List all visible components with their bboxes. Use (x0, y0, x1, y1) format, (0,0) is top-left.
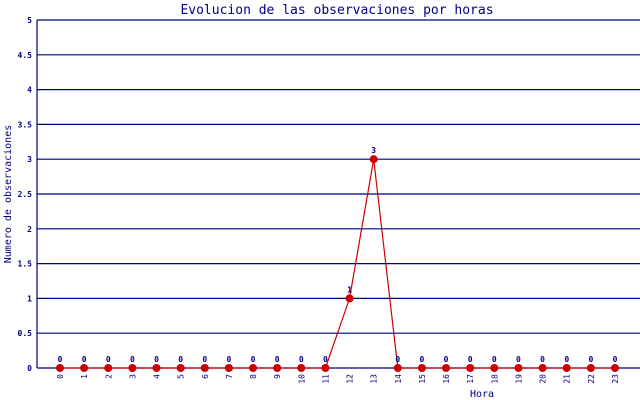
data-point (490, 364, 499, 372)
x-tick-label: 22 (587, 374, 596, 384)
x-tick-label: 9 (273, 374, 282, 379)
data-point (586, 364, 595, 372)
data-point (417, 364, 426, 372)
y-tick-label: 4.5 (18, 51, 33, 60)
data-label: 0 (226, 355, 231, 364)
x-tick-label: 21 (563, 374, 572, 384)
data-label: 0 (323, 355, 328, 364)
data-point (345, 294, 354, 303)
data-label: 1 (347, 285, 352, 294)
data-label: 0 (251, 355, 256, 364)
data-label: 0 (613, 355, 618, 364)
data-point (393, 364, 402, 372)
x-axis-label: Hora (470, 389, 494, 400)
series-line (60, 159, 615, 369)
x-tick-label: 16 (442, 374, 451, 384)
x-tick-label: 18 (490, 374, 499, 384)
x-tick-label: 5 (177, 374, 186, 379)
x-tick-label: 3 (128, 374, 137, 379)
x-tick-label: 7 (225, 374, 234, 379)
data-point (562, 364, 571, 372)
x-tick-label: 1 (80, 374, 89, 379)
data-label: 0 (82, 355, 87, 364)
data-point (466, 364, 475, 372)
y-tick-label: 2 (27, 225, 32, 234)
data-point (176, 364, 185, 372)
data-point (200, 364, 209, 372)
x-tick-label: 10 (297, 374, 306, 384)
data-point (442, 364, 451, 372)
data-label: 0 (275, 355, 280, 364)
data-label: 0 (516, 355, 521, 364)
data-point (610, 364, 619, 372)
data-label: 0 (178, 355, 183, 364)
y-tick-label: 0.5 (18, 329, 33, 338)
x-tick-label: 2 (104, 374, 113, 379)
y-tick-label: 3 (27, 155, 32, 164)
x-tick-label: 20 (539, 374, 548, 384)
chart-title: Evolucion de las observaciones por horas (180, 3, 493, 18)
data-point (273, 364, 282, 372)
data-label: 3 (371, 146, 376, 155)
x-tick-label: 19 (514, 374, 523, 384)
data-label: 0 (444, 355, 449, 364)
data-label: 0 (420, 355, 425, 364)
y-tick-label: 5 (27, 16, 32, 25)
data-label: 0 (564, 355, 569, 364)
data-label: 0 (130, 355, 135, 364)
y-tick-label: 3.5 (18, 120, 33, 129)
x-tick-label: 6 (201, 374, 210, 379)
data-point (249, 364, 258, 372)
data-label: 0 (58, 355, 63, 364)
data-label: 0 (395, 355, 400, 364)
x-tick-label: 8 (249, 374, 258, 379)
data-label: 0 (154, 355, 159, 364)
data-point (56, 364, 64, 372)
data-label: 0 (468, 355, 473, 364)
data-label: 0 (299, 355, 304, 364)
data-point (514, 364, 523, 372)
data-point (80, 364, 89, 372)
y-tick-label: 2.5 (18, 190, 33, 199)
data-label: 0 (540, 355, 545, 364)
y-axis-label: Numero de observaciones (3, 125, 14, 263)
data-point (369, 155, 378, 164)
x-tick-label: 0 (56, 374, 65, 379)
data-label: 0 (202, 355, 207, 364)
data-point (152, 364, 161, 372)
x-tick-label: 17 (466, 374, 475, 384)
x-tick-label: 11 (321, 374, 330, 384)
x-tick-label: 4 (153, 374, 162, 379)
data-point (104, 364, 113, 372)
data-label: 0 (106, 355, 111, 364)
y-tick-label: 0 (27, 364, 32, 373)
data-label: 0 (492, 355, 497, 364)
data-point (538, 364, 547, 372)
x-tick-label: 23 (611, 374, 620, 384)
data-point (297, 364, 306, 372)
x-tick-label: 15 (418, 374, 427, 384)
data-point (128, 364, 137, 372)
data-label: 0 (588, 355, 593, 364)
x-tick-label: 12 (346, 374, 355, 384)
data-point (321, 364, 330, 372)
x-tick-label: 13 (370, 374, 379, 384)
y-tick-label: 1.5 (18, 260, 33, 269)
y-tick-label: 4 (27, 86, 32, 95)
y-tick-label: 1 (27, 294, 32, 303)
x-tick-label: 14 (394, 374, 403, 384)
data-point (224, 364, 233, 372)
